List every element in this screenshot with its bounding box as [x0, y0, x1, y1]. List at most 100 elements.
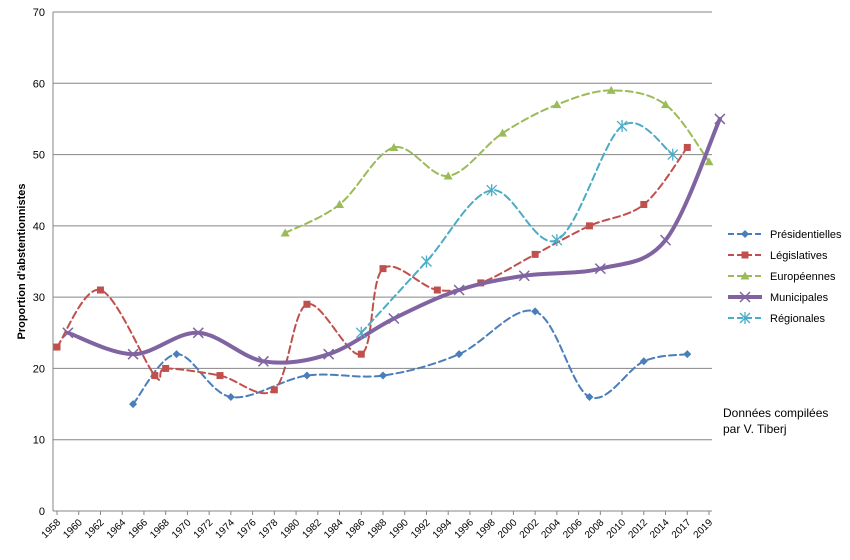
data-point-europeennes	[661, 100, 671, 109]
data-point-legislatives	[433, 286, 441, 294]
data-point-municipales	[388, 312, 400, 325]
x-tick-label: 2014	[648, 517, 672, 541]
y-tick-label: 20	[33, 363, 45, 375]
legend-marker-municipales	[739, 291, 751, 303]
data-point-regionales	[421, 255, 432, 268]
y-tick-label: 0	[39, 506, 45, 518]
legend-label-presidentielles: Présidentielles	[770, 229, 842, 241]
data-point-legislatives	[683, 143, 691, 151]
x-tick-label: 1992	[409, 517, 433, 541]
x-tick-label: 1998	[474, 517, 498, 541]
x-tick-label: 1996	[453, 517, 477, 541]
x-tick-label: 1966	[127, 517, 151, 541]
y-tick-label: 30	[33, 292, 45, 304]
series-line-municipales	[65, 116, 722, 365]
x-tick-label: 2008	[583, 517, 607, 541]
legend-marker-europeennes	[740, 271, 750, 280]
x-tick-label: 2010	[605, 517, 629, 541]
x-tick-label: 2012	[626, 517, 650, 541]
data-point-presidentielles	[683, 350, 692, 359]
y-tick-label: 70	[33, 7, 45, 19]
data-point-europeennes	[280, 228, 290, 237]
series-line-europeennes	[284, 89, 710, 234]
x-tick-label: 1974	[213, 517, 237, 541]
data-point-presidentielles	[531, 307, 540, 316]
note-line-1: Données compilées	[723, 406, 829, 420]
data-point-municipales	[323, 348, 335, 360]
data-point-legislatives	[53, 343, 61, 351]
data-point-presidentielles	[302, 371, 311, 380]
data-point-europeennes	[389, 142, 399, 151]
data-point-regionales	[616, 120, 628, 133]
x-tick-label: 1972	[192, 517, 216, 541]
data-point-municipales	[257, 355, 269, 367]
data-point-municipales	[453, 284, 465, 296]
x-tick-label: 1962	[83, 517, 107, 541]
data-point-legislatives	[151, 372, 159, 380]
data-point-municipales	[518, 270, 530, 282]
data-point-legislatives	[379, 265, 387, 273]
note-line-2: par V. Tiberj	[723, 422, 787, 436]
data-point-municipales	[594, 263, 606, 275]
x-tick-label: 1960	[61, 517, 85, 541]
legend-label-europeennes: Européennes	[770, 271, 836, 283]
data-point-legislatives	[531, 250, 539, 258]
legend-label-municipales: Municipales	[770, 292, 829, 304]
x-tick-label: 2000	[496, 517, 520, 541]
x-tick-label: 1994	[431, 517, 455, 541]
data-point-presidentielles	[455, 350, 464, 359]
x-tick-label: 1982	[300, 517, 324, 541]
y-tick-label: 10	[33, 435, 45, 447]
data-point-municipales	[714, 113, 726, 125]
x-tick-label: 2002	[518, 517, 542, 541]
data-point-europeennes	[606, 85, 616, 94]
data-point-legislatives	[162, 364, 170, 372]
data-point-presidentielles	[639, 357, 648, 366]
data-point-presidentielles	[585, 392, 594, 401]
series-line-presidentielles	[132, 309, 689, 406]
legend-marker-legislatives	[741, 251, 749, 259]
data-point-municipales	[660, 234, 672, 246]
x-tick-label: 1970	[170, 517, 194, 541]
x-tick-label: 2004	[539, 517, 563, 541]
data-source-note: Données compilées par V. Tiberj	[723, 405, 843, 437]
y-tick-label: 50	[33, 150, 45, 162]
x-tick-label: 1986	[344, 517, 368, 541]
y-tick-label: 40	[33, 221, 45, 233]
data-point-legislatives	[96, 286, 104, 294]
y-axis-title: Proportion d'abstentionnistes	[16, 183, 28, 339]
data-point-regionales	[551, 234, 563, 247]
x-tick-label: 1980	[279, 517, 303, 541]
data-point-presidentielles	[129, 400, 138, 409]
x-tick-label: 1984	[322, 517, 346, 541]
data-point-europeennes	[335, 199, 345, 208]
data-point-legislatives	[640, 200, 648, 208]
x-tick-label: 1968	[148, 517, 172, 541]
data-point-municipales	[192, 327, 204, 339]
data-point-europeennes	[704, 157, 714, 166]
data-point-europeennes	[443, 171, 453, 180]
data-point-legislatives	[303, 300, 311, 308]
data-point-legislatives	[216, 372, 224, 380]
data-point-presidentielles	[379, 371, 387, 380]
legend-marker-regionales	[739, 312, 751, 324]
data-point-regionales	[486, 184, 498, 197]
data-point-regionales	[355, 326, 367, 339]
data-point-presidentielles	[172, 350, 181, 359]
x-tick-label: 2017	[670, 517, 694, 541]
y-tick-label: 60	[33, 78, 45, 90]
data-point-europeennes	[498, 128, 508, 137]
data-point-municipales	[127, 348, 139, 360]
data-point-legislatives	[270, 386, 278, 394]
x-tick-label: 1990	[387, 517, 411, 541]
x-tick-label: 1988	[366, 517, 390, 541]
legend-label-regionales: Régionales	[770, 313, 826, 325]
data-point-legislatives	[585, 222, 593, 230]
x-tick-label: 1978	[257, 517, 281, 541]
x-tick-label: 2019	[692, 517, 716, 541]
data-point-legislatives	[357, 350, 365, 358]
x-tick-label: 1958	[40, 517, 64, 541]
x-tick-label: 2006	[561, 517, 585, 541]
